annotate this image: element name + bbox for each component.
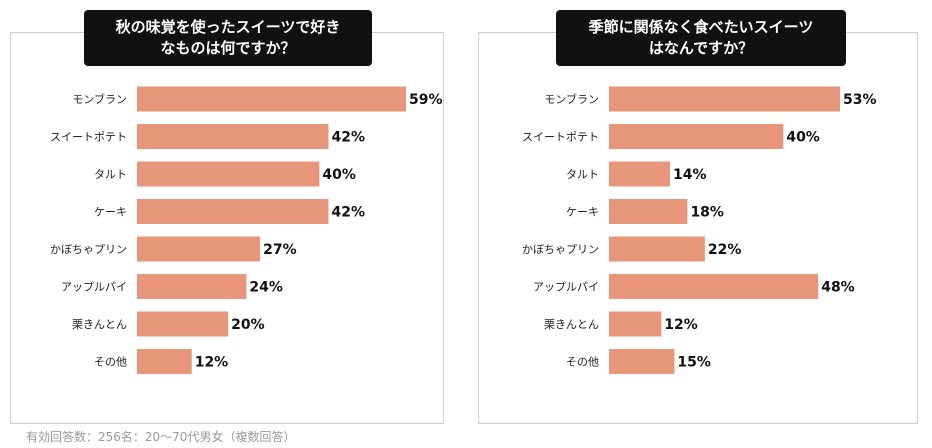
right-bar: [609, 86, 840, 112]
right-value-label: 12%: [664, 317, 698, 333]
right-chart-title-line-2: はなんですか？: [648, 39, 754, 57]
left-category-label: その他: [94, 356, 127, 369]
left-bar: [137, 274, 247, 299]
left-category-label: アップルパイ: [61, 281, 127, 294]
left-chart-title-line-2: なものは何ですか？: [160, 39, 296, 57]
left-category-label: 栗きんとん: [72, 318, 127, 331]
left-value-label: 59%: [409, 92, 443, 108]
right-category-label: ケーキ: [566, 206, 599, 219]
right-bar: [609, 236, 705, 262]
right-bar: [609, 161, 671, 187]
left-bar: [137, 161, 320, 187]
right-bar: [609, 349, 675, 374]
right-value-label: 15%: [677, 355, 711, 371]
right-category-label: 栗きんとん: [544, 318, 599, 331]
left-value-label: 42%: [331, 130, 365, 146]
left-bar: [137, 236, 261, 262]
left-category-label: モンブラン: [72, 92, 127, 106]
right-category-label: モンブラン: [544, 92, 599, 106]
left-value-label: 20%: [231, 317, 265, 333]
left-chart-title-line-1: 秋の味覚を使ったスイーツで好き: [115, 18, 341, 36]
left-category-label: スイートポテト: [50, 131, 127, 144]
left-bar: [137, 86, 406, 112]
right-category-label: スイートポテト: [522, 131, 599, 144]
right-bar: [609, 311, 662, 337]
right-bar: [609, 274, 819, 299]
right-value-label: 22%: [708, 242, 742, 258]
left-category-label: タルト: [94, 168, 127, 181]
right-category-label: その他: [566, 356, 599, 369]
right-chart-title-line-1: 季節に関係なく食べたいスイーツ: [588, 18, 814, 36]
left-category-label: ケーキ: [94, 206, 127, 219]
left-bar: [137, 349, 192, 374]
left-bar: [137, 124, 329, 149]
right-bar: [609, 199, 688, 224]
right-chart-title: 季節に関係なく食べたいスイーツ はなんですか？: [556, 10, 846, 66]
right-category-label: タルト: [566, 168, 599, 181]
left-chart-title: 秋の味覚を使ったスイーツで好き なものは何ですか？: [84, 10, 372, 66]
left-bar: [137, 311, 229, 337]
right-value-label: 40%: [786, 130, 820, 146]
left-value-label: 12%: [195, 355, 229, 371]
left-bar: [137, 199, 329, 224]
right-bar: [609, 124, 784, 149]
left-category-label: かぼちゃプリン: [50, 243, 127, 256]
left-value-label: 24%: [249, 280, 283, 296]
right-category-label: かぼちゃプリン: [522, 243, 599, 256]
right-value-label: 53%: [843, 92, 877, 108]
right-category-label: アップルパイ: [533, 281, 599, 294]
right-value-label: 14%: [673, 167, 707, 183]
right-value-label: 48%: [821, 280, 855, 296]
left-value-label: 42%: [331, 205, 365, 221]
left-value-label: 40%: [322, 167, 356, 183]
right-value-label: 18%: [690, 205, 724, 221]
left-value-label: 27%: [263, 242, 297, 258]
footnote: 有効回答数：256名：20〜70代男女（複数回答）: [26, 430, 296, 444]
